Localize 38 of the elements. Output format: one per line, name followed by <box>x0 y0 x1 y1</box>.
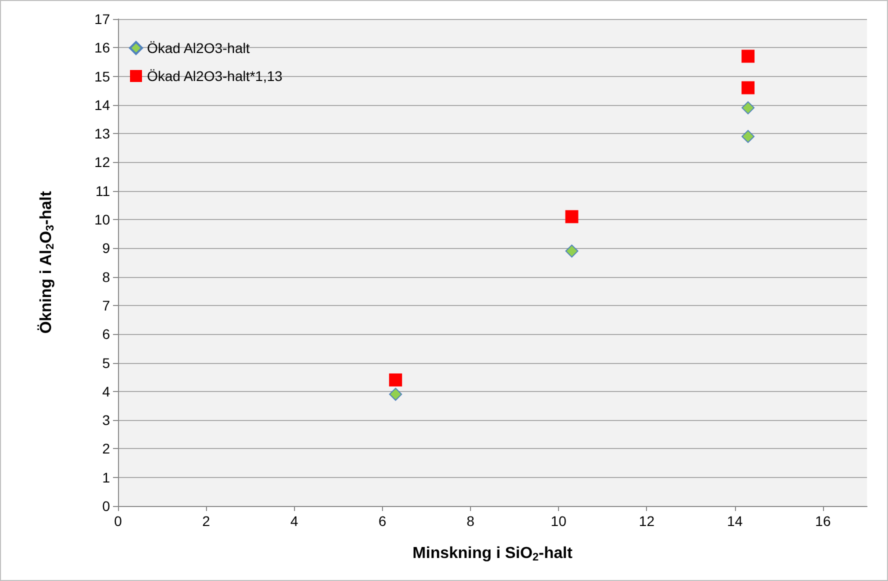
point <box>742 50 755 63</box>
y-tick-label: 15 <box>94 68 110 84</box>
x-tick-label: 4 <box>290 513 298 529</box>
y-tick-label: 5 <box>102 354 110 371</box>
y-tick-label: 13 <box>94 126 110 142</box>
x-tick-label: 12 <box>638 513 655 529</box>
y-tick-label: 8 <box>102 268 110 285</box>
y-tick-label: 16 <box>94 40 110 56</box>
y-tick-label: 7 <box>102 297 110 314</box>
x-tick-label: 2 <box>202 513 210 529</box>
x-tick-label: 14 <box>727 513 743 529</box>
point <box>742 130 755 143</box>
y-tick-label: 4 <box>102 383 110 400</box>
point <box>565 210 578 224</box>
y-tick-label: 2 <box>102 440 110 457</box>
x-tick-label: 16 <box>815 513 831 529</box>
point <box>742 101 755 114</box>
y-tick-label: 14 <box>94 96 110 113</box>
y-tick-label: 1 <box>102 469 110 486</box>
point <box>389 373 402 386</box>
point <box>389 388 402 401</box>
legend-label: Ökad Al2O3-halt*1,13 <box>147 68 283 84</box>
y-tick-label: 3 <box>102 412 110 428</box>
x-tick-label: 6 <box>378 513 386 529</box>
y-tick-label: 17 <box>94 11 110 27</box>
y-tick-label: 11 <box>95 182 110 199</box>
legend-label: Ökad Al2O3-halt <box>147 40 250 56</box>
point <box>565 244 578 258</box>
x-tick-label: 8 <box>466 513 475 529</box>
y-tick-label: 0 <box>102 498 110 514</box>
point <box>742 81 755 94</box>
x-tick-label: 10 <box>550 513 567 529</box>
y-axis-title: Ökning i Al2O3-halt <box>37 190 56 334</box>
y-tick-label: 12 <box>94 154 110 170</box>
y-tick-label: 9 <box>102 240 110 256</box>
y-tick-label: 6 <box>102 326 110 342</box>
x-tick-label: 0 <box>114 513 122 529</box>
y-tick-label: 10 <box>94 212 110 228</box>
